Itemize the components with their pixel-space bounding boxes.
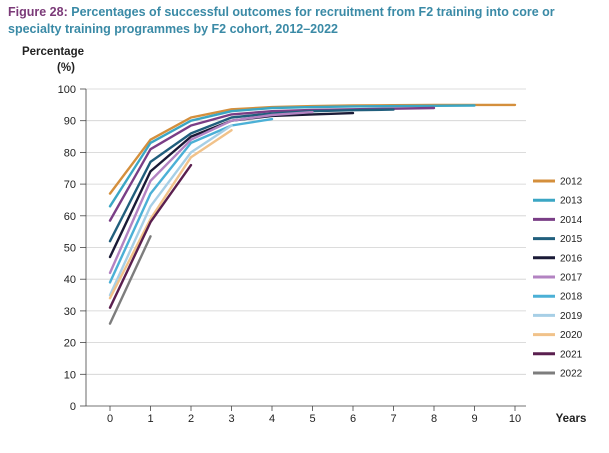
figure-label: Figure 28: (8, 5, 68, 19)
y-tick-label: 80 (64, 147, 76, 159)
legend-label-2014: 2014 (560, 215, 583, 226)
series-line-2021 (108, 163, 193, 309)
y-tick-label: 70 (64, 179, 76, 191)
y-axis-label-line2: (%) (57, 62, 75, 74)
axes: 0 10 20 30 40 50 60 70 80 90 100 0 1 2 3 4 5 6 7 8 9 10 (58, 84, 526, 425)
x-tick-label: 9 (471, 413, 477, 425)
figure-title-text: Percentages of successful outcomes for r… (8, 5, 555, 36)
series-line-2016 (108, 111, 355, 259)
x-tick-label: 0 (107, 413, 113, 425)
series-layer (108, 103, 517, 325)
x-tick-label: 6 (350, 413, 356, 425)
x-axis-label: Years (556, 413, 587, 425)
y-tick-label: 30 (64, 306, 76, 318)
legend-label-2018: 2018 (560, 292, 583, 303)
y-tick-label: 60 (64, 211, 76, 223)
legend-label-2017: 2017 (560, 273, 583, 284)
y-tick-label: 40 (64, 274, 76, 286)
legend-label-2013: 2013 (560, 196, 583, 207)
x-tick-label: 4 (269, 413, 275, 425)
series-line-2015 (108, 108, 395, 243)
gridlines (86, 88, 526, 375)
y-tick-label: 100 (58, 84, 76, 96)
y-tick-label: 90 (64, 116, 76, 128)
y-tick-label: 0 (70, 401, 76, 413)
legend-label-2021: 2021 (560, 349, 583, 360)
x-tick-label: 7 (390, 413, 396, 425)
legend: 2012 2013 2014 2015 2016 2017 2018 2019 2020 2021… (533, 177, 583, 380)
legend-label-2019: 2019 (560, 311, 583, 322)
x-tick-label: 1 (147, 413, 153, 425)
x-tick-label: 3 (228, 413, 234, 425)
x-tick-label: 10 (509, 413, 521, 425)
legend-label-2016: 2016 (560, 253, 583, 264)
legend-label-2012: 2012 (560, 177, 583, 188)
series-line-2020 (108, 128, 233, 300)
x-tick-label: 5 (309, 413, 315, 425)
legend-label-2020: 2020 (560, 330, 583, 341)
x-tick-label: 2 (188, 413, 194, 425)
x-tick-label: 8 (431, 413, 437, 425)
y-tick-label: 10 (64, 369, 76, 381)
legend-label-2022: 2022 (560, 369, 583, 380)
legend-label-2015: 2015 (560, 234, 583, 245)
series-line-2022 (108, 235, 152, 325)
y-tick-label: 20 (64, 338, 76, 350)
series-line-2013 (108, 104, 476, 208)
series-line-2017 (108, 110, 314, 275)
y-tick-label: 50 (64, 243, 76, 255)
y-axis-label-line1: Percentage (22, 46, 84, 58)
chart-title: Figure 28: Percentages of successful out… (8, 4, 598, 38)
series-line-2018 (108, 117, 274, 284)
series-line-2019 (108, 124, 233, 297)
